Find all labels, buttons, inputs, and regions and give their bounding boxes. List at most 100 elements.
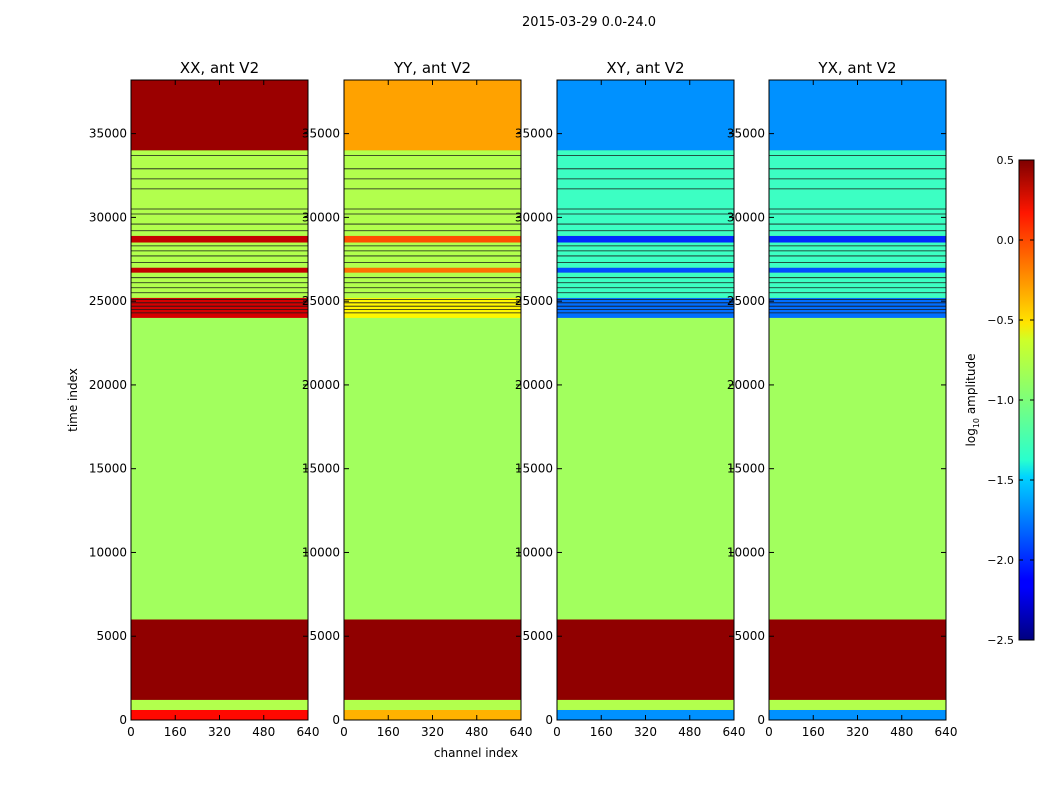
colorbar: 0.5 0.0 −0.5 −1.0 −1.5 −2.0 −2.5 log10 amplitu… <box>964 154 1035 647</box>
colorbar-tick-label: −2.0 <box>987 554 1014 567</box>
x-tick-label: 160 <box>590 725 613 739</box>
panel-3: YX, ant V2 0 160 320 480 640 0 5000 10000 15000 20… <box>727 59 958 739</box>
colorbar-tick-label: −2.5 <box>987 634 1014 647</box>
panel-0: XX, ant V2 0 160 320 480 640 0 5000 10000 15000 20… <box>89 59 320 739</box>
x-tick-label: 160 <box>164 725 187 739</box>
heatmap-band <box>344 267 521 273</box>
y-tick-label: 0 <box>119 713 127 727</box>
heatmap-band <box>769 242 946 268</box>
heatmap-band <box>131 699 308 710</box>
heatmap-band <box>557 297 734 318</box>
y-tick-label: 5000 <box>309 629 340 643</box>
heatmap-band <box>131 267 308 273</box>
colorbar-ticks: 0.5 0.0 −0.5 −1.0 −1.5 −2.0 −2.5 <box>987 154 1034 647</box>
colorbar-tick-label: −1.5 <box>987 474 1014 487</box>
panel-title: XX, ant V2 <box>180 59 259 77</box>
heatmap-band <box>557 619 734 700</box>
y-tick-label: 20000 <box>89 378 127 392</box>
x-tick-label: 0 <box>765 725 773 739</box>
heatmap-band <box>769 297 946 318</box>
y-tick-label: 20000 <box>302 378 340 392</box>
y-tick-label: 35000 <box>89 127 127 141</box>
x-tick-label: 0 <box>553 725 561 739</box>
y-tick-label: 10000 <box>727 545 765 559</box>
heatmap-band <box>769 699 946 710</box>
x-tick-label: 480 <box>678 725 701 739</box>
heatmap-band <box>131 272 308 298</box>
colorbar-label-suffix: amplitude <box>964 354 978 418</box>
heatmap-band <box>557 699 734 710</box>
heatmap-band <box>344 317 521 620</box>
panels: XX, ant V2 0 160 320 480 640 0 5000 10000 15000 20… <box>89 59 958 739</box>
panel-title: YX, ant V2 <box>817 59 896 77</box>
x-tick-label: 160 <box>377 725 400 739</box>
x-tick-label: 0 <box>127 725 135 739</box>
heatmap-band <box>557 317 734 620</box>
heatmap-band <box>557 709 734 720</box>
y-tick-label: 10000 <box>89 545 127 559</box>
heatmap-band <box>344 297 521 318</box>
heatmap-band <box>557 80 734 151</box>
y-tick-label: 25000 <box>302 294 340 308</box>
colorbar-label-sub: 10 <box>972 418 981 428</box>
colorbar-tick-label: 0.5 <box>997 154 1015 167</box>
y-tick-label: 25000 <box>727 294 765 308</box>
x-tick-label: 0 <box>340 725 348 739</box>
x-tick-label: 320 <box>208 725 231 739</box>
heatmap-band <box>769 150 946 236</box>
heatmap-band <box>344 709 521 720</box>
heatmap-band <box>131 317 308 620</box>
heatmap-band <box>557 235 734 243</box>
heatmap-band <box>344 619 521 700</box>
heatmap-band <box>769 317 946 620</box>
heatmap-band <box>769 267 946 273</box>
y-tick-label: 25000 <box>515 294 553 308</box>
heatmap-band <box>557 150 734 236</box>
x-tick-label: 480 <box>890 725 913 739</box>
y-tick-label: 30000 <box>727 210 765 224</box>
colorbar-tick-label: 0.0 <box>997 234 1015 247</box>
y-tick-label: 30000 <box>515 210 553 224</box>
heatmap-band <box>769 272 946 298</box>
x-tick-label: 640 <box>935 725 958 739</box>
heatmap-band <box>344 235 521 243</box>
y-tick-label: 15000 <box>302 462 340 476</box>
y-tick-label: 30000 <box>302 210 340 224</box>
heatmap-band <box>131 150 308 236</box>
x-tick-label: 480 <box>465 725 488 739</box>
y-tick-label: 10000 <box>515 545 553 559</box>
panel-1: YY, ant V2 0 160 320 480 640 0 5000 10000 15000 20… <box>302 59 533 739</box>
x-tick-label: 480 <box>252 725 275 739</box>
heatmap-band <box>769 619 946 700</box>
heatmap-band <box>557 272 734 298</box>
y-tick-label: 0 <box>757 713 765 727</box>
y-tick-label: 15000 <box>89 462 127 476</box>
heatmap-band <box>344 150 521 236</box>
x-tick-label: 320 <box>421 725 444 739</box>
x-tick-label: 160 <box>802 725 825 739</box>
y-tick-label: 15000 <box>727 462 765 476</box>
heatmap-band <box>344 272 521 298</box>
y-tick-label: 0 <box>332 713 340 727</box>
heatmap-band <box>344 80 521 151</box>
y-tick-label: 20000 <box>515 378 553 392</box>
y-tick-label: 20000 <box>727 378 765 392</box>
heatmap-band <box>769 235 946 243</box>
colorbar-tick-label: −0.5 <box>987 314 1014 327</box>
colorbar-tick-label: −1.0 <box>987 394 1014 407</box>
panel-title: XY, ant V2 <box>606 59 684 77</box>
y-tick-label: 25000 <box>89 294 127 308</box>
x-tick-label: 320 <box>634 725 657 739</box>
y-tick-label: 10000 <box>302 545 340 559</box>
y-tick-label: 35000 <box>727 127 765 141</box>
heatmap-band <box>769 80 946 151</box>
colorbar-label: log10 amplitude <box>964 354 981 447</box>
y-tick-label: 5000 <box>522 629 553 643</box>
heatmap-band <box>769 709 946 720</box>
colorbar-label-prefix: log <box>964 428 978 446</box>
heatmap-band <box>557 242 734 268</box>
y-tick-label: 5000 <box>96 629 127 643</box>
heatmap-band <box>131 80 308 151</box>
y-tick-label: 35000 <box>302 127 340 141</box>
